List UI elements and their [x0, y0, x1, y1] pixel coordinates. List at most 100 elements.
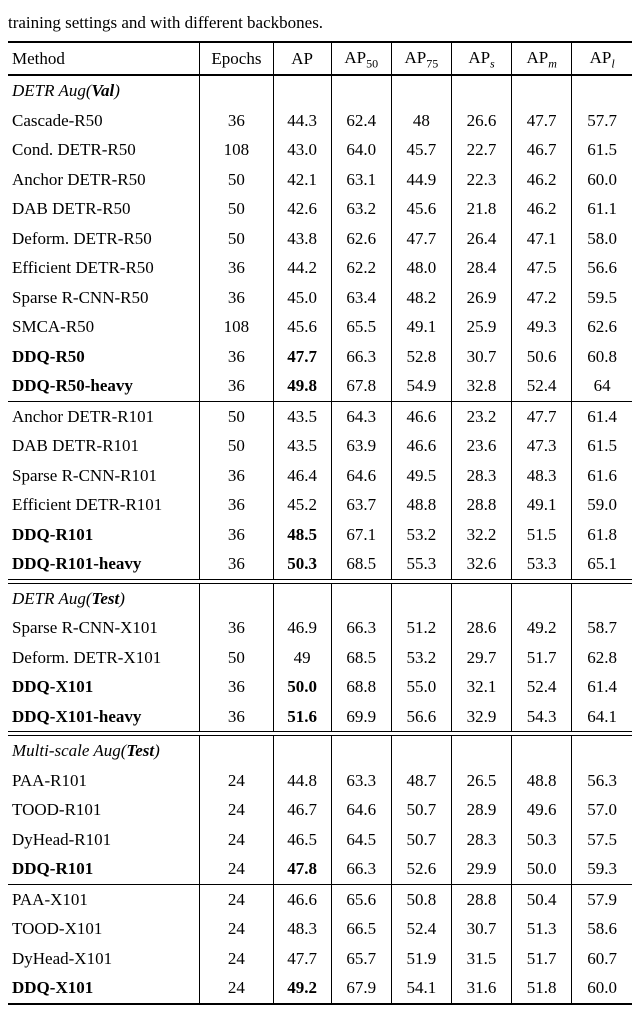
value-cell: 54.3: [512, 702, 572, 732]
table-row: DDQ-R50-heavy3649.867.854.932.852.464: [8, 371, 632, 401]
method-cell: Cond. DETR-R50: [8, 135, 200, 165]
value-cell: 21.8: [451, 194, 511, 224]
table-row: DDQ-X1013650.068.855.032.152.461.4: [8, 672, 632, 702]
method-cell: DyHead-X101: [8, 944, 200, 974]
empty-cell: [391, 736, 451, 766]
value-cell: 47.8: [273, 854, 331, 884]
method-cell: DAB DETR-R50: [8, 194, 200, 224]
value-cell: 48: [391, 106, 451, 136]
epochs-cell: 50: [200, 431, 274, 461]
method-cell: Deform. DETR-R50: [8, 224, 200, 254]
value-cell: 48.5: [273, 520, 331, 550]
results-table: Method Epochs AP AP50 AP75 APs APm APl D…: [8, 41, 632, 1005]
value-cell: 47.3: [512, 431, 572, 461]
value-cell: 61.8: [572, 520, 632, 550]
value-cell: 63.9: [331, 431, 391, 461]
epochs-cell: 36: [200, 702, 274, 732]
value-cell: 63.2: [331, 194, 391, 224]
value-cell: 45.2: [273, 490, 331, 520]
table-row: Cond. DETR-R5010843.064.045.722.746.761.…: [8, 135, 632, 165]
value-cell: 46.9: [273, 613, 331, 643]
header-aps: APs: [451, 42, 511, 75]
table-row: DDQ-R1013648.567.153.232.251.561.8: [8, 520, 632, 550]
value-cell: 28.3: [451, 461, 511, 491]
value-cell: 66.5: [331, 914, 391, 944]
value-cell: 53.2: [391, 643, 451, 673]
empty-cell: [391, 583, 451, 613]
value-cell: 51.2: [391, 613, 451, 643]
epochs-cell: 36: [200, 283, 274, 313]
value-cell: 44.9: [391, 165, 451, 195]
empty-cell: [572, 583, 632, 613]
epochs-cell: 24: [200, 914, 274, 944]
empty-cell: [451, 583, 511, 613]
value-cell: 48.8: [512, 766, 572, 796]
value-cell: 28.8: [451, 884, 511, 914]
value-cell: 50.0: [273, 672, 331, 702]
empty-cell: [273, 736, 331, 766]
method-cell: SMCA-R50: [8, 312, 200, 342]
method-cell: Efficient DETR-R50: [8, 253, 200, 283]
value-cell: 47.7: [512, 401, 572, 431]
value-cell: 46.6: [391, 401, 451, 431]
epochs-cell: 24: [200, 973, 274, 1004]
value-cell: 46.2: [512, 194, 572, 224]
value-cell: 59.5: [572, 283, 632, 313]
epochs-cell: 50: [200, 224, 274, 254]
value-cell: 49.5: [391, 461, 451, 491]
table-row: DDQ-R503647.766.352.830.750.660.8: [8, 342, 632, 372]
value-cell: 48.3: [512, 461, 572, 491]
value-cell: 62.6: [331, 224, 391, 254]
method-cell: PAA-R101: [8, 766, 200, 796]
value-cell: 45.0: [273, 283, 331, 313]
value-cell: 61.6: [572, 461, 632, 491]
epochs-cell: 36: [200, 371, 274, 401]
value-cell: 59.3: [572, 854, 632, 884]
value-cell: 59.0: [572, 490, 632, 520]
value-cell: 56.3: [572, 766, 632, 796]
empty-cell: [451, 736, 511, 766]
value-cell: 67.8: [331, 371, 391, 401]
value-cell: 51.6: [273, 702, 331, 732]
value-cell: 28.6: [451, 613, 511, 643]
empty-cell: [200, 583, 274, 613]
value-cell: 61.5: [572, 431, 632, 461]
empty-cell: [273, 75, 331, 106]
value-cell: 44.8: [273, 766, 331, 796]
table-body: DETR Aug(Val)Cascade-R503644.362.44826.6…: [8, 75, 632, 1004]
method-cell: DDQ-X101-heavy: [8, 702, 200, 732]
method-cell: Sparse R-CNN-R50: [8, 283, 200, 313]
value-cell: 66.3: [331, 342, 391, 372]
table-row: PAA-X1012446.665.650.828.850.457.9: [8, 884, 632, 914]
value-cell: 63.7: [331, 490, 391, 520]
value-cell: 65.6: [331, 884, 391, 914]
table-row: DDQ-R1012447.866.352.629.950.059.3: [8, 854, 632, 884]
epochs-cell: 36: [200, 549, 274, 579]
method-cell: Efficient DETR-R101: [8, 490, 200, 520]
method-cell: DAB DETR-R101: [8, 431, 200, 461]
value-cell: 64.6: [331, 461, 391, 491]
value-cell: 30.7: [451, 914, 511, 944]
method-cell: DDQ-X101: [8, 672, 200, 702]
value-cell: 60.0: [572, 165, 632, 195]
value-cell: 44.3: [273, 106, 331, 136]
value-cell: 46.6: [391, 431, 451, 461]
empty-cell: [572, 75, 632, 106]
value-cell: 64.6: [331, 795, 391, 825]
value-cell: 50.7: [391, 795, 451, 825]
value-cell: 50.3: [273, 549, 331, 579]
value-cell: 51.9: [391, 944, 451, 974]
table-row: PAA-R1012444.863.348.726.548.856.3: [8, 766, 632, 796]
method-cell: DyHead-R101: [8, 825, 200, 855]
value-cell: 62.2: [331, 253, 391, 283]
value-cell: 54.9: [391, 371, 451, 401]
value-cell: 62.4: [331, 106, 391, 136]
caption-line: training settings and with different bac…: [8, 12, 632, 35]
header-apl: APl: [572, 42, 632, 75]
empty-cell: [200, 736, 274, 766]
epochs-cell: 36: [200, 490, 274, 520]
value-cell: 60.0: [572, 973, 632, 1004]
value-cell: 32.1: [451, 672, 511, 702]
value-cell: 46.5: [273, 825, 331, 855]
value-cell: 65.1: [572, 549, 632, 579]
